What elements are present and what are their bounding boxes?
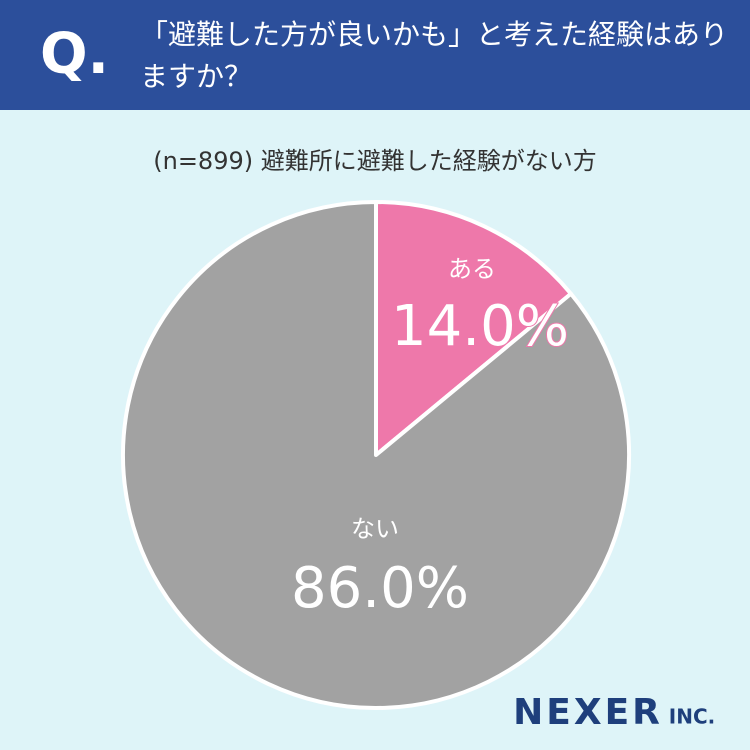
slice-value-label: 86.0% [291,556,469,621]
question: 「避難した方が良いかも」と考えた経験はありますか？ [140,18,729,93]
slice-category: ない [351,515,399,543]
q-mark: Q. [40,22,109,87]
slice-value-label: 14.0% [391,294,569,359]
pie-slice [374,200,573,457]
slice-category: ある [448,255,496,283]
pie [121,200,631,710]
logo-suffix: INC. [669,705,715,729]
header: Q. 「避難した方が良いかも」と考えた経験はありますか？ [0,0,750,110]
subtitle: (n=899) 避難所に避難した経験がない方 [153,147,596,175]
labels: ある 14.0% ない 86.0% [291,255,570,621]
pie-slice [121,200,631,710]
logo: NEXER [513,692,663,733]
